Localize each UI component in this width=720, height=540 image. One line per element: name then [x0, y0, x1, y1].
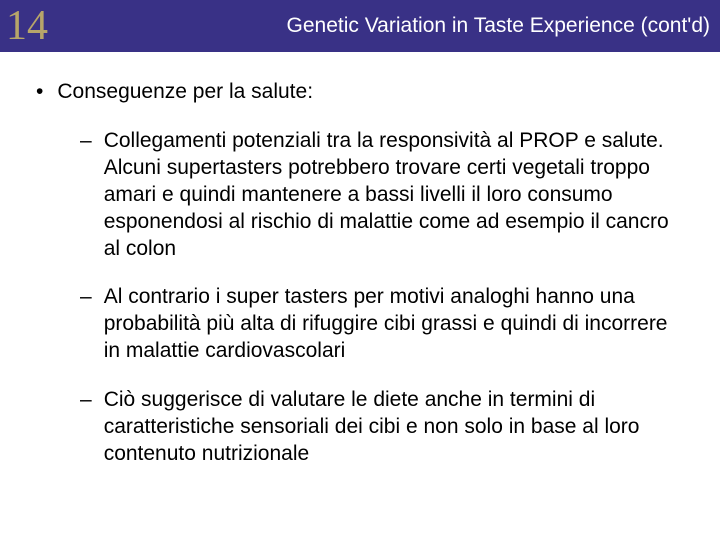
sub-bullet-text: Collegamenti potenziali tra la responsiv… — [104, 128, 684, 262]
sub-bullet: – Collegamenti potenziali tra la respons… — [80, 128, 684, 262]
bullet-dash: – — [80, 128, 92, 262]
sub-bullet: – Al contrario i super tasters per motiv… — [80, 284, 684, 365]
chapter-number: 14 — [0, 5, 48, 47]
sub-bullet-list: – Collegamenti potenziali tra la respons… — [36, 128, 684, 468]
bullet-dot: • — [36, 80, 43, 104]
slide-content: • Conseguenze per la salute: – Collegame… — [0, 52, 720, 468]
slide-title: Genetic Variation in Taste Experience (c… — [287, 14, 710, 38]
bullet-dash: – — [80, 284, 92, 365]
slide-header: 14 Genetic Variation in Taste Experience… — [0, 0, 720, 52]
bullet-dash: – — [80, 387, 92, 468]
sub-bullet-text: Ciò suggerisce di valutare le diete anch… — [104, 387, 684, 468]
sub-bullet: – Ciò suggerisce di valutare le diete an… — [80, 387, 684, 468]
main-bullet: • Conseguenze per la salute: — [36, 80, 684, 104]
sub-bullet-text: Al contrario i super tasters per motivi … — [104, 284, 684, 365]
main-bullet-text: Conseguenze per la salute: — [57, 80, 313, 104]
